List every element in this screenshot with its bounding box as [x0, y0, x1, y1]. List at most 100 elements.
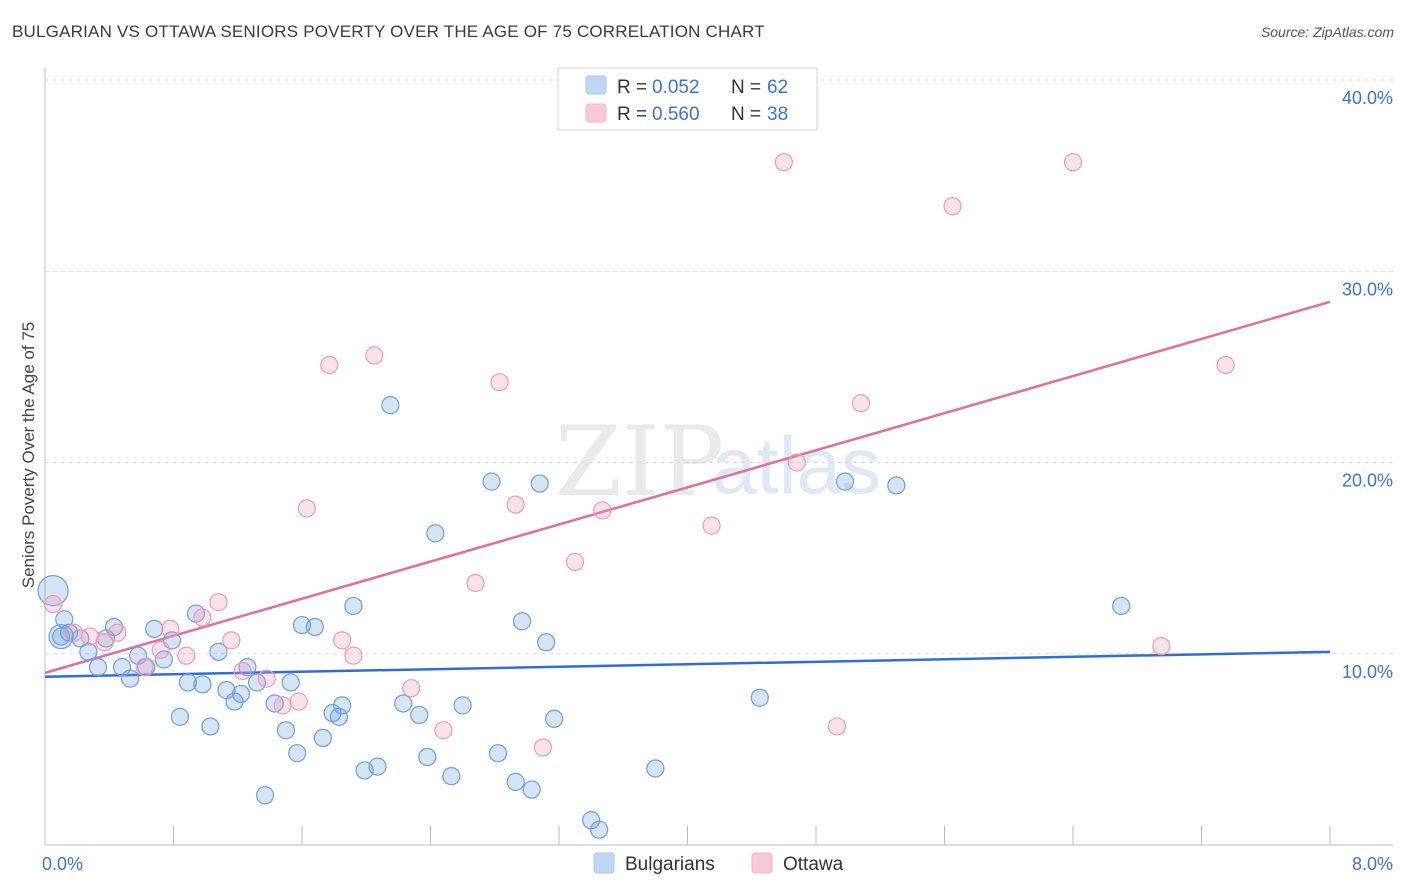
point-ottawa	[533, 738, 553, 757]
legend-r-value-ottawa: 0.560	[652, 104, 700, 125]
point-ottawa	[135, 658, 154, 677]
point-bulgarians	[333, 696, 352, 715]
point-ottawa	[565, 552, 585, 572]
axes	[44, 68, 1393, 846]
point-ottawa	[177, 646, 196, 665]
chart-title: BULGARIAN VS OTTAWA SENIORS POVERTY OVER…	[12, 22, 765, 41]
point-bulgarians	[288, 744, 307, 763]
point-bulgarians	[231, 684, 251, 704]
point-ottawa	[365, 346, 384, 365]
y-tick-label: 10.0%	[1342, 662, 1393, 682]
point-bulgarians	[281, 673, 300, 692]
point-bulgarians	[750, 688, 769, 707]
point-bulgarians	[482, 472, 501, 491]
point-bulgarians	[145, 619, 164, 638]
bottom-legend-swatch-bulgarians	[593, 852, 615, 874]
x-tick-label: 0.0%	[42, 854, 83, 874]
point-ottawa	[702, 516, 721, 535]
point-ottawa	[289, 692, 308, 711]
point-bulgarians	[104, 617, 124, 637]
point-bulgarians	[344, 596, 363, 616]
point-bulgarians	[381, 396, 400, 415]
legend-swatch-ottawa	[585, 103, 607, 123]
point-ottawa	[233, 661, 252, 681]
point-ottawa	[43, 594, 63, 614]
point-bulgarians	[37, 575, 69, 607]
point-bulgarians	[512, 612, 532, 631]
y-tick-labels: 10.0% 20.0% 30.0% 40.0%	[1342, 88, 1393, 682]
point-bulgarians	[170, 707, 190, 726]
point-bulgarians	[88, 658, 108, 677]
point-ottawa	[1063, 153, 1083, 172]
y-tick-label: 40.0%	[1342, 88, 1393, 108]
point-ottawa	[320, 355, 339, 375]
point-bulgarians	[178, 673, 198, 692]
point-ottawa	[1216, 355, 1235, 375]
legend-n-value-ottawa: 38	[767, 104, 788, 125]
point-bulgarians	[329, 707, 349, 726]
point-bulgarians	[48, 623, 74, 650]
point-bulgarians	[835, 472, 855, 491]
data-points	[37, 153, 1235, 839]
trend-line-ottawa	[44, 300, 1331, 675]
point-bulgarians	[121, 669, 140, 688]
point-bulgarians	[368, 757, 387, 776]
y-tick-label: 20.0%	[1342, 471, 1393, 491]
point-ottawa	[1152, 636, 1171, 656]
legend-swatch-bulgarians	[585, 75, 607, 95]
point-bulgarians	[247, 673, 267, 692]
legend-n-label-bulgarians: N =	[731, 77, 761, 98]
point-ottawa	[490, 373, 509, 392]
point-bulgarians	[537, 633, 556, 652]
point-ottawa	[257, 669, 276, 688]
point-bulgarians	[418, 747, 437, 767]
point-bulgarians	[313, 728, 332, 748]
point-ottawa	[161, 619, 180, 638]
legend-n-label-ottawa: N =	[731, 104, 761, 125]
point-ottawa	[108, 623, 127, 642]
point-bulgarians	[410, 705, 429, 725]
point-ottawa	[851, 394, 871, 413]
point-ottawa	[209, 593, 228, 612]
point-bulgarians	[55, 610, 74, 629]
bottom-legend-label-bulgarians: Bulgarians	[625, 854, 715, 875]
legend-n-value-bulgarians: 62	[767, 77, 788, 98]
point-ottawa	[787, 453, 806, 472]
point-ottawa	[943, 197, 962, 216]
point-bulgarians	[442, 767, 461, 786]
source-credit: Source: ZipAtlas.com	[1260, 24, 1394, 40]
x-tick-labels: 0.0% 8.0%	[42, 854, 1393, 874]
point-ottawa	[333, 631, 352, 650]
point-bulgarians	[209, 642, 228, 661]
point-bulgarians	[545, 709, 564, 728]
point-bulgarians	[1112, 596, 1131, 616]
point-bulgarians	[79, 642, 98, 661]
trend-lines	[44, 300, 1331, 678]
point-bulgarians	[255, 786, 275, 805]
point-bulgarians	[522, 780, 541, 799]
point-bulgarians	[394, 694, 413, 713]
legend-box: R = 0.052 N = 62 R = 0.560 N = 38	[557, 67, 818, 131]
watermark-atlas: atlas	[712, 421, 881, 510]
bottom-legend: Bulgarians Ottawa	[593, 852, 844, 875]
point-ottawa	[297, 499, 316, 518]
point-bulgarians	[887, 476, 906, 495]
point-bulgarians	[201, 717, 220, 736]
point-bulgarians	[530, 474, 549, 493]
point-bulgarians	[506, 772, 525, 791]
point-bulgarians	[276, 721, 296, 740]
point-bulgarians	[646, 759, 665, 778]
point-bulgarians	[154, 650, 173, 669]
point-bulgarians	[305, 617, 324, 637]
point-ottawa	[466, 573, 485, 593]
y-tick-label: 30.0%	[1342, 279, 1393, 299]
point-ottawa	[593, 501, 612, 520]
grid	[45, 79, 1393, 655]
point-ottawa	[193, 608, 212, 627]
point-ottawa	[434, 721, 453, 740]
legend-r-label-bulgarians: R =	[617, 77, 647, 98]
point-ottawa	[344, 646, 363, 665]
point-bulgarians	[193, 675, 212, 694]
legend-r-value-bulgarians: 0.052	[652, 77, 700, 98]
